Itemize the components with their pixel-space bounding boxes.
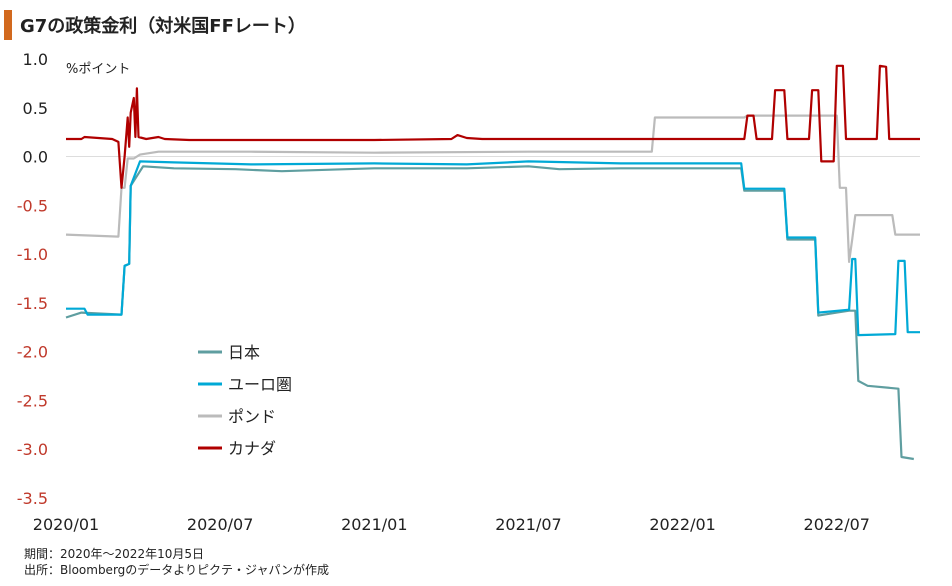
y-tick-label: -2.5 [17, 391, 48, 410]
y-tick-label: -3.0 [17, 440, 48, 459]
legend-label-0: 日本 [228, 343, 260, 362]
legend-label-1: ユーロ圏 [228, 375, 292, 394]
x-tick-label: 2020/07 [187, 515, 253, 534]
y-axis-label: %ポイント [66, 62, 130, 77]
footnote-source: 出所：Bloombergのデータよりピクテ・ジャパンが作成 [24, 563, 330, 577]
chart-title: G7の政策金利（対米国FFレート） [20, 16, 306, 37]
y-tick-labels: 1.0 0.5 0.0 -0.5 -1.0 -1.5 -2.0 -2.5 -3.0 -3.5 [17, 50, 48, 508]
y-tick-label: -2.0 [17, 343, 48, 362]
series-line-2 [65, 114, 920, 263]
legend-label-2: ポンド [228, 407, 276, 426]
y-tick-label: 0.0 [23, 148, 48, 167]
x-tick-label: 2021/07 [495, 515, 561, 534]
x-tick-label: 2022/01 [649, 515, 715, 534]
y-tick-label: 1.0 [23, 50, 48, 69]
x-tick-labels: 2020/01 2020/07 2021/01 2021/07 2022/01 2022/… [33, 515, 870, 534]
footnote: 期間：2020年～2022年10月5日 出所：Bloombergのデータよりピク… [24, 546, 329, 578]
x-tick-label: 2020/01 [33, 515, 99, 534]
footnote-period: 期間：2020年～2022年10月5日 [24, 547, 204, 561]
series-line-3 [66, 64, 920, 189]
y-tick-label: -0.5 [17, 196, 48, 215]
series-layer [65, 64, 920, 461]
y-tick-label: -3.5 [17, 489, 48, 508]
y-tick-label: 0.5 [23, 99, 48, 118]
series-line-1 [66, 160, 920, 337]
x-tick-label: 2022/07 [804, 515, 870, 534]
title-accent-bar [4, 10, 12, 40]
legend-label-3: カナダ [228, 439, 276, 458]
y-tick-label: -1.5 [17, 294, 48, 313]
y-tick-label: -1.0 [17, 245, 48, 264]
x-tick-label: 2021/01 [341, 515, 407, 534]
